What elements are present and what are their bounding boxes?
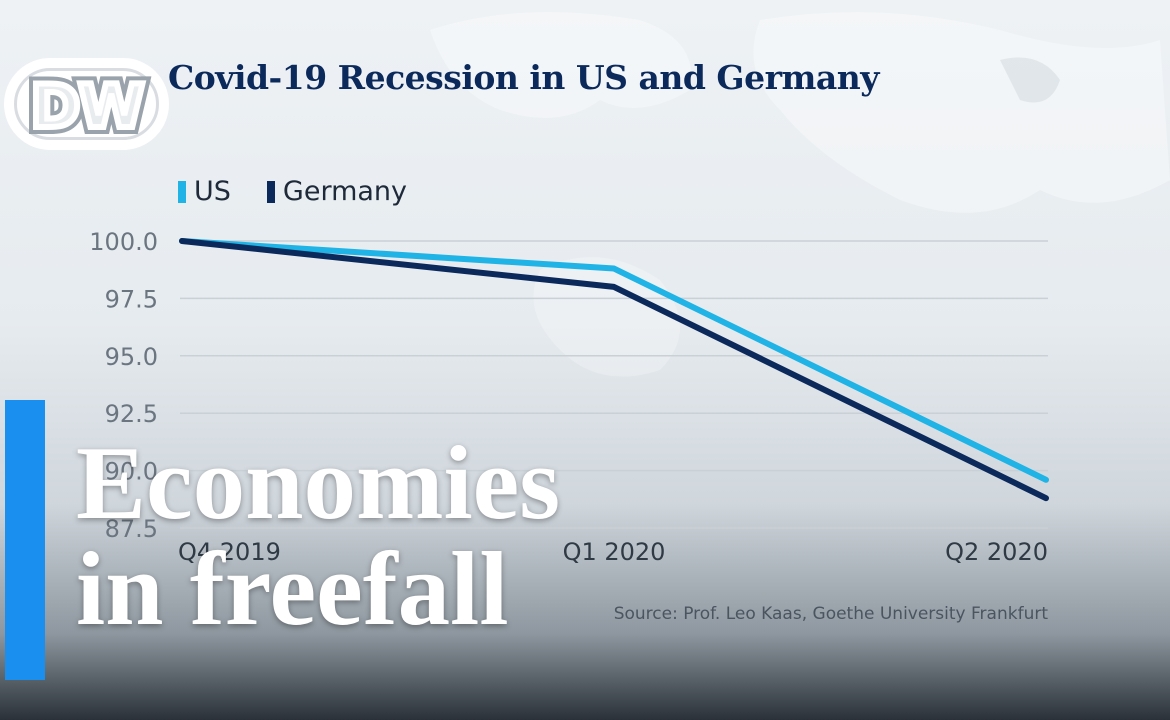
y-tick-label: 92.5	[105, 400, 158, 428]
legend-swatch-us	[178, 180, 186, 203]
dw-logo: DW DW	[4, 58, 169, 150]
series-line-us	[179, 238, 1049, 483]
legend-item-us: US	[178, 176, 231, 207]
x-tick-label: Q1 2020	[563, 538, 666, 566]
legend-label-germany: Germany	[282, 176, 408, 207]
legend-swatch-germany	[266, 180, 275, 203]
dw-logo-outline: DW	[24, 65, 152, 146]
legend-label-us: US	[194, 176, 231, 207]
headline-line-1: Economies	[76, 424, 561, 541]
y-tick-label: 87.5	[105, 515, 158, 543]
dw-logo-ring	[14, 68, 159, 140]
headline: Economies in freefall	[76, 430, 560, 642]
y-tick-label: 90.0	[105, 458, 158, 486]
series-line-germany	[179, 238, 1049, 502]
chart-title: Covid-19 Recession in US and Germany	[168, 58, 879, 97]
y-tick-label: 97.5	[105, 285, 158, 313]
y-tick-label: 100.0	[89, 228, 158, 256]
dw-logo-text: DW	[28, 69, 148, 145]
y-tick-label: 95.0	[105, 343, 158, 371]
chart-legend: US Germany	[178, 176, 407, 207]
x-tick-label: Q2 2020	[945, 538, 1048, 566]
headline-line-2: in freefall	[76, 530, 509, 647]
x-tick-label: Q4 2019	[178, 538, 281, 566]
headline-accent-bar	[5, 400, 45, 680]
legend-item-germany: Germany	[266, 176, 408, 207]
chart-source: Source: Prof. Leo Kaas, Goethe Universit…	[613, 604, 1048, 624]
